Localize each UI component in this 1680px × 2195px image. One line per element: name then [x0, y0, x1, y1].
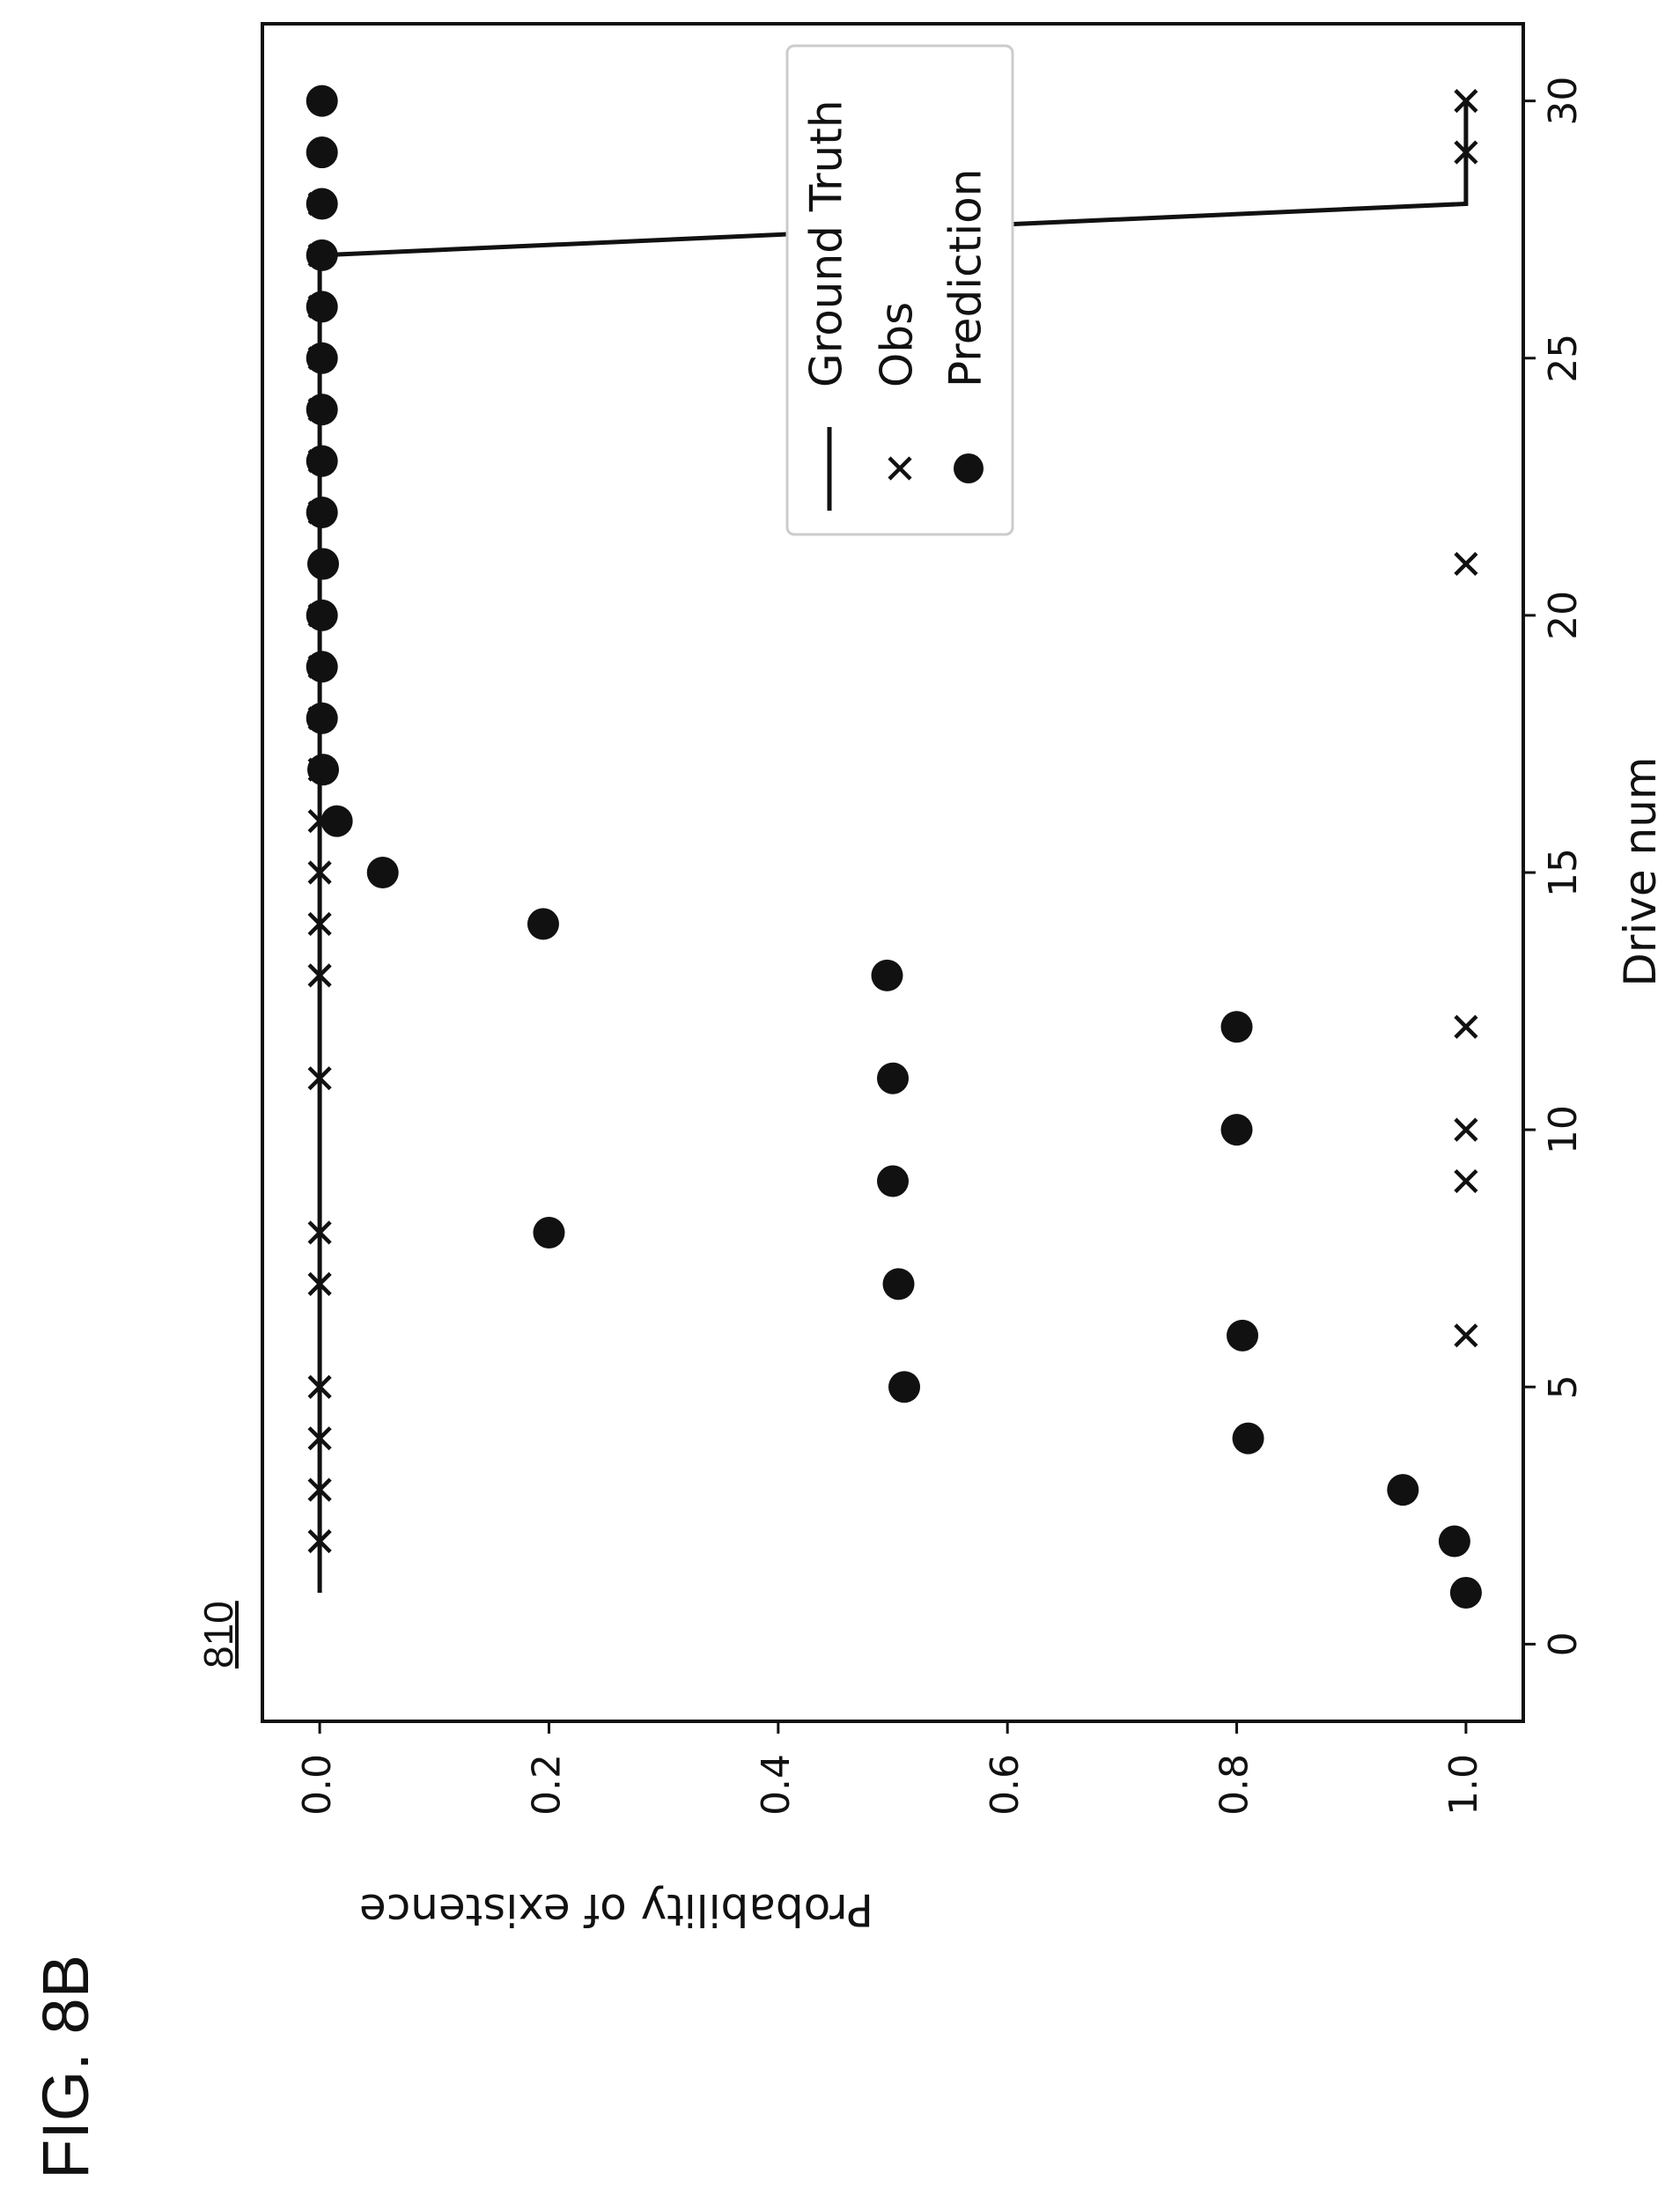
prediction-point — [871, 959, 903, 991]
prediction-point — [1232, 1422, 1264, 1455]
obs-point — [307, 1220, 332, 1245]
obs-point — [1454, 1168, 1478, 1194]
prediction-point — [321, 805, 353, 837]
prediction-point — [306, 394, 338, 426]
prediction-point — [306, 342, 338, 374]
obs-point — [307, 1426, 332, 1451]
x-tick-label: 25 — [1541, 334, 1586, 383]
prediction-point — [1220, 1114, 1253, 1146]
obs-point — [307, 963, 332, 988]
prediction-point — [306, 136, 338, 169]
obs-point — [307, 1477, 332, 1502]
prediction-point — [527, 908, 559, 940]
prediction-point — [306, 599, 338, 631]
x-tick-label: 10 — [1541, 1105, 1586, 1154]
x-tick-label: 5 — [1541, 1374, 1586, 1399]
legend-entry-prediction: Prediction — [940, 169, 991, 483]
prediction-point — [306, 188, 338, 220]
prediction-point — [882, 1268, 915, 1300]
y-tick-label: 1.0 — [1441, 1754, 1486, 1816]
y-tick-label: 0.0 — [295, 1754, 340, 1816]
obs-point — [1454, 140, 1478, 165]
obs-point — [307, 1271, 332, 1296]
prediction-point — [877, 1062, 909, 1094]
x-tick-label: 20 — [1541, 591, 1586, 640]
x-axis-ticks: 0 5 10 15 20 25 30 — [1523, 77, 1586, 1656]
prediction-point — [1220, 1011, 1253, 1043]
x-tick-label: 30 — [1541, 77, 1586, 126]
legend-x-swatch — [888, 456, 912, 481]
obs-point — [307, 1528, 332, 1554]
prediction-point — [306, 239, 338, 271]
prediction-point — [1449, 1576, 1482, 1609]
legend: Ground Truth Obs Prediction — [785, 44, 1014, 536]
prediction-point — [306, 548, 339, 580]
prediction-point — [877, 1165, 909, 1197]
prediction-point — [1387, 1474, 1419, 1506]
prediction-point — [306, 651, 338, 683]
legend-label: Prediction — [940, 169, 991, 387]
y-tick-label: 0.6 — [983, 1754, 1028, 1816]
legend-entry-obs: Obs — [872, 302, 923, 481]
obs-point — [307, 1066, 332, 1091]
y-tick-label: 0.2 — [524, 1754, 569, 1816]
prediction-point — [306, 497, 338, 529]
x-tick-label: 15 — [1541, 848, 1586, 897]
y-tick-label: 0.4 — [754, 1754, 799, 1816]
obs-point — [1454, 1014, 1478, 1039]
prediction-point — [533, 1216, 565, 1248]
prediction-point — [888, 1371, 921, 1403]
legend-entry-ground-truth: Ground Truth — [801, 99, 852, 511]
obs-point — [1454, 1117, 1478, 1142]
prediction-point — [1227, 1319, 1259, 1352]
y-tick-label: 0.8 — [1212, 1754, 1257, 1816]
prediction-point — [306, 702, 338, 734]
prediction-point — [1438, 1525, 1470, 1558]
obs-point — [307, 860, 332, 885]
obs-point — [307, 1374, 332, 1399]
prediction-point — [306, 85, 338, 117]
obs-point — [307, 911, 332, 937]
legend-circle-swatch — [954, 453, 984, 483]
obs-point — [1454, 551, 1478, 577]
prediction-point — [306, 754, 339, 786]
y-axis-ticks: 0.0 0.2 0.4 0.6 0.8 1.0 — [295, 1721, 1486, 1816]
obs-point — [1454, 89, 1478, 114]
prediction-point — [366, 857, 399, 888]
x-axis-label: Drive num — [1615, 756, 1666, 986]
legend-label: Ground Truth — [801, 99, 852, 387]
y-axis-label: Probability of existence — [359, 1884, 873, 1935]
legend-label: Obs — [872, 302, 923, 387]
obs-point — [1454, 1323, 1478, 1348]
x-tick-label: 0 — [1541, 1632, 1586, 1656]
prediction-point — [306, 445, 338, 477]
legend-box — [785, 44, 1014, 536]
prediction-point — [306, 291, 338, 323]
